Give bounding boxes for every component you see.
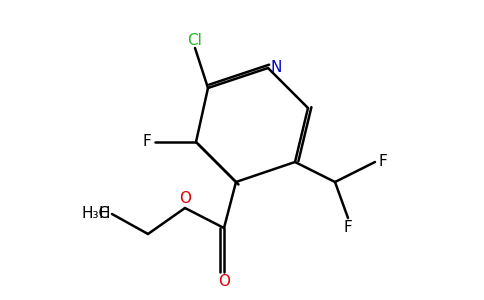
Text: F: F bbox=[142, 134, 151, 149]
Text: O: O bbox=[218, 274, 230, 289]
Text: H: H bbox=[99, 206, 110, 221]
Text: N: N bbox=[271, 61, 282, 76]
Text: F: F bbox=[344, 220, 352, 235]
Text: H₃C: H₃C bbox=[82, 206, 110, 221]
Text: Cl: Cl bbox=[188, 33, 202, 48]
Text: O: O bbox=[179, 191, 191, 206]
Text: F: F bbox=[379, 154, 388, 169]
